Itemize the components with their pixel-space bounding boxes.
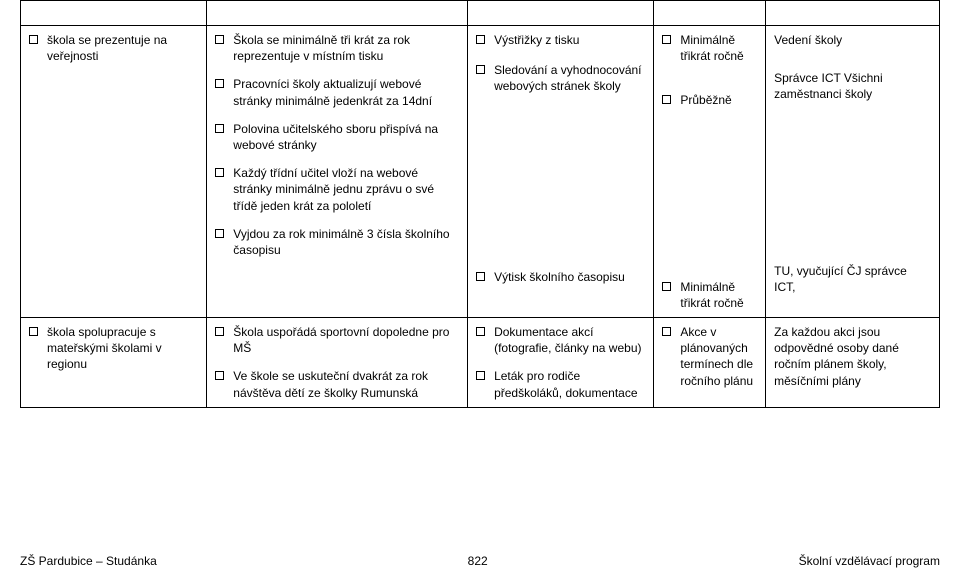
list-item: Výtisk školního časopisu xyxy=(476,269,645,285)
cell: Minimálně třikrát ročně Průběžně Minimál… xyxy=(654,26,766,318)
table-row: škola se prezentuje na veřejnosti Škola … xyxy=(21,26,940,318)
empty-cell xyxy=(21,1,207,26)
list-item: Polovina učitelského sboru přispívá na w… xyxy=(215,121,459,153)
list-item: Minimálně třikrát ročně xyxy=(662,32,757,64)
list-item: Vyjdou za rok minimálně 3 čísla školního… xyxy=(215,226,459,258)
list-item: škola se prezentuje na veřejnosti xyxy=(29,32,198,64)
list-item: Škola uspořádá sportovní dopoledne pro M… xyxy=(215,324,459,356)
list-item: Leták pro rodiče předškoláků, dokumentac… xyxy=(476,368,645,400)
cell: Škola uspořádá sportovní dopoledne pro M… xyxy=(207,317,468,407)
empty-cell xyxy=(207,1,468,26)
page-footer: ZŠ Pardubice – Studánka 822 Školní vzděl… xyxy=(20,554,940,568)
cell-text: Za každou akci jsou odpovědné osoby dané… xyxy=(774,324,931,389)
cell: Dokumentace akcí (fotografie, články na … xyxy=(468,317,654,407)
cell: Výstřižky z tisku Sledování a vyhodnocov… xyxy=(468,26,654,318)
table-row xyxy=(21,1,940,26)
cell: Vedení školy Správce ICT Všichni zaměstn… xyxy=(766,26,940,318)
list-item: Pracovníci školy aktualizují webové strá… xyxy=(215,76,459,108)
list-item: Minimálně třikrát ročně xyxy=(662,279,757,311)
cell: Škola se minimálně tři krát za rok repre… xyxy=(207,26,468,318)
footer-center: 822 xyxy=(468,554,488,568)
document-table: škola se prezentuje na veřejnosti Škola … xyxy=(20,0,940,408)
list-item: Ve škole se uskuteční dvakrát za rok náv… xyxy=(215,368,459,400)
list-item: Každý třídní učitel vloží na webové strá… xyxy=(215,165,459,214)
list-item: Škola se minimálně tři krát za rok repre… xyxy=(215,32,459,64)
empty-cell xyxy=(766,1,940,26)
cell: škola se prezentuje na veřejnosti xyxy=(21,26,207,318)
list-item: Akce v plánovaných termínech dle ročního… xyxy=(662,324,757,389)
list-item: Sledování a vyhodnocování webových strán… xyxy=(476,62,645,94)
cell-text: Vedení školy xyxy=(774,32,931,48)
list-item: škola spolupracuje s mateřskými školami … xyxy=(29,324,198,373)
cell: Akce v plánovaných termínech dle ročního… xyxy=(654,317,766,407)
cell: škola spolupracuje s mateřskými školami … xyxy=(21,317,207,407)
empty-cell xyxy=(654,1,766,26)
empty-cell xyxy=(468,1,654,26)
table-row: škola spolupracuje s mateřskými školami … xyxy=(21,317,940,407)
list-item: Výstřižky z tisku xyxy=(476,32,645,48)
cell-text: TU, vyučující ČJ správce ICT, xyxy=(774,263,931,295)
list-item: Dokumentace akcí (fotografie, články na … xyxy=(476,324,645,356)
footer-left: ZŠ Pardubice – Studánka xyxy=(20,554,157,568)
cell-text: Správce ICT Všichni zaměstnanci školy xyxy=(774,70,931,102)
footer-right: Školní vzdělávací program xyxy=(799,554,940,568)
list-item: Průběžně xyxy=(662,92,757,108)
cell: Za každou akci jsou odpovědné osoby dané… xyxy=(766,317,940,407)
